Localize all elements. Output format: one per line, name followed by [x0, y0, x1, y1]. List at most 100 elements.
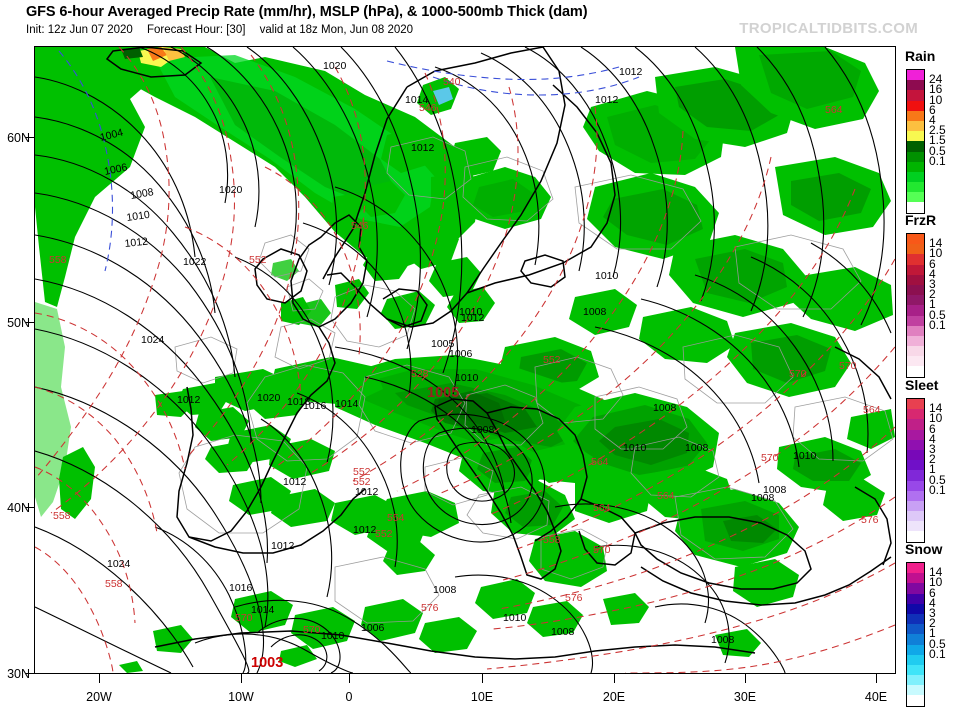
isobar-label: 1012: [124, 236, 149, 250]
thickness-label: 528: [411, 368, 429, 380]
colorbar-swatch: [907, 366, 924, 377]
forecast-metadata: Init: 12z Jun 07 2020 Forecast Hour: [30…: [26, 24, 424, 36]
isobar-label: 1010: [793, 450, 817, 462]
colorbar-tick-label: 0.5: [929, 143, 946, 158]
valid-time: valid at 18z Mon, Jun 08 2020: [259, 24, 414, 36]
low-pressure-markers: 1005 1003 L: [251, 385, 459, 671]
colorbar-swatch: [907, 644, 924, 655]
page-title: GFS 6-hour Averaged Precip Rate (mm/hr),…: [26, 4, 588, 20]
colorbar-swatch: [907, 675, 924, 686]
legend-title-rain: Rain: [905, 48, 936, 64]
colorbar-swatch: [907, 429, 924, 440]
isobar-label: 1020: [219, 184, 243, 196]
colorbar-swatch: [907, 202, 924, 213]
colorbar-tick-label: 2: [929, 616, 936, 631]
colorbar-swatch: [907, 624, 924, 635]
thickness-label: 552: [543, 354, 561, 366]
isobar-label: 1008: [471, 424, 495, 436]
isobar-label: 1008: [653, 402, 677, 414]
lon-tick-10w: [241, 674, 243, 683]
colorbar-swatch: [907, 325, 924, 336]
lat-tick-50n: [26, 322, 35, 324]
colorbar-swatch: [907, 613, 924, 625]
colorbar-swatch: [907, 192, 924, 203]
colorbar-swatch: [907, 490, 924, 501]
thickness-label: 558: [105, 578, 123, 590]
isobar-label: 1012: [177, 394, 201, 406]
colorbar-swatch: [907, 335, 924, 347]
colorbar-tick-label: 0.1: [929, 317, 946, 332]
colorbar-swatch: [907, 521, 924, 532]
colorbar-tick-label: 4: [929, 113, 936, 127]
colorbar-tick-label: 0.5: [929, 636, 946, 651]
colorbar-swatch: [907, 274, 924, 285]
colorbar-tick-label: 24: [929, 72, 943, 87]
init-time: Init: 12z Jun 07 2020: [26, 24, 133, 36]
colorbar-swatch: [907, 90, 924, 101]
thickness-label: 552: [353, 476, 371, 488]
map-clip: 1004 1006 1008 1010 1012 1020 1022 1024 …: [35, 47, 895, 673]
lon-tick-40e: [876, 674, 878, 683]
isobar-label: 1006: [103, 161, 128, 178]
thickness-label: 540: [443, 76, 461, 88]
legend-title-frzr: FrzR: [905, 212, 937, 228]
thickness-label: 576: [421, 602, 439, 614]
isobar-label: 1016: [229, 582, 253, 594]
isobar-label: 1022: [183, 256, 207, 268]
thickness-label: 570: [789, 368, 807, 380]
colorbar-swatch: [907, 634, 924, 645]
map-canvas[interactable]: 1004 1006 1008 1010 1012 1020 1022 1024 …: [34, 46, 896, 674]
colorbar-swatch: [907, 399, 924, 410]
isobar-label: 1020: [257, 392, 281, 404]
colorbar-snow: [906, 562, 925, 707]
colorbar-swatch: [907, 110, 924, 121]
colorbar-swatch: [907, 685, 924, 696]
colorbar-tick-label: 16: [929, 82, 943, 97]
colorbar-swatch: [907, 664, 924, 676]
colorbar-swatch: [907, 419, 924, 430]
thickness-label: 558: [543, 534, 561, 546]
colorbar-tick-label: 1: [929, 626, 936, 641]
colorbar-tick-label: 3: [929, 277, 936, 291]
colorbar-swatch: [907, 531, 924, 542]
colorbar-swatch: [907, 695, 924, 706]
isobar-layer: [35, 47, 892, 673]
isobar-label: 1012: [619, 66, 643, 78]
lat-tick-60n: [26, 137, 35, 139]
colorbar-rain: [906, 69, 925, 214]
colorbar-swatch: [907, 460, 924, 471]
colorbar-swatch: [907, 449, 924, 461]
colorbar-tick-label: 0.1: [929, 646, 946, 661]
colorbar-swatch: [907, 131, 924, 142]
colorbar-tick-label: 4: [929, 266, 936, 281]
lat-label-60n: 60N: [7, 131, 30, 145]
isobar-label: 1005: [431, 338, 455, 350]
colorbar-swatch: [907, 244, 924, 255]
isobar-label: 1012: [271, 540, 295, 552]
colorbar-tick-label: 14: [929, 401, 943, 416]
thickness-label: 552: [375, 528, 393, 540]
colorbar-swatch: [907, 234, 924, 245]
legend-title-sleet: Sleet: [905, 377, 939, 393]
isobar-label-layer: 1004 1006 1008 1010 1012 1020 1022 1024 …: [99, 60, 817, 646]
isobar-label: 1006: [361, 622, 385, 634]
colorbar-swatch: [907, 573, 924, 584]
colorbar-swatch: [907, 480, 924, 491]
site-watermark: TROPICALTIDBITS.COM: [739, 20, 918, 37]
map-graphics: 1004 1006 1008 1010 1012 1020 1022 1024 …: [35, 47, 895, 673]
colorbar-swatch: [907, 284, 924, 296]
colorbar-tick-label: 3: [929, 442, 936, 456]
isobar-label: 1012: [353, 524, 377, 536]
colorbar-tick-label: 6: [929, 102, 936, 117]
colorbar-tick-label: 14: [929, 236, 943, 251]
colorbar-tick-label: 1.5: [929, 133, 946, 148]
thickness-label: 570: [761, 452, 779, 464]
isobar-label: 1008: [751, 492, 775, 504]
isobar-label: 1008: [433, 584, 457, 596]
colorbar-swatch: [907, 356, 924, 367]
colorbar-swatch: [907, 470, 924, 481]
isobar-label: 1012: [595, 94, 619, 106]
colorbar-swatch: [907, 254, 924, 265]
isobar-label: 1010: [595, 270, 619, 282]
